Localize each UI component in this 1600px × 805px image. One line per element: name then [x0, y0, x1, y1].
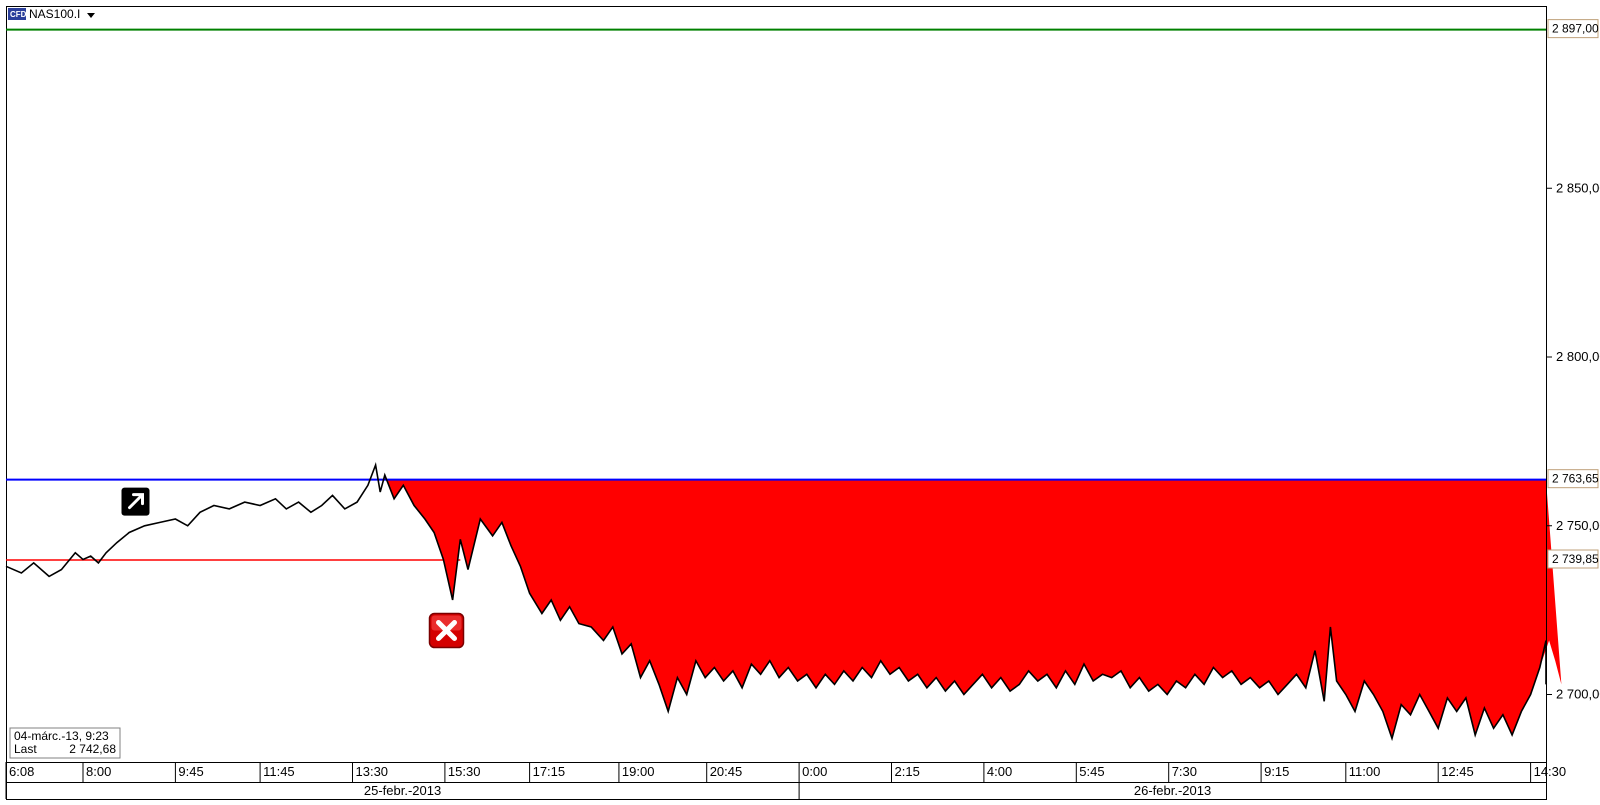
entry-icon — [122, 488, 150, 516]
loss-fill-area — [385, 475, 1562, 738]
x-tick-label: 5:45 — [1079, 764, 1104, 779]
x-tick-label: 0:00 — [802, 764, 827, 779]
x-tick-label: 12:45 — [1441, 764, 1474, 779]
x-tick-label: 15:30 — [448, 764, 481, 779]
x-tick-label: 11:00 — [1349, 764, 1381, 779]
x-date-label: 26-febr.-2013 — [1134, 783, 1211, 798]
chart-container: 2 700,00 2 750,00 2 800,00 2 850,00 2 897,00… — [0, 0, 1600, 805]
x-tick-label: 11:45 — [263, 764, 295, 779]
ticker-label: NAS100.I — [29, 7, 80, 21]
blue-level-marker-label: 2 763,65 — [1552, 472, 1599, 486]
y-tick-label: 2 700,00 — [1556, 687, 1600, 702]
status-box: 04-márc.-13, 9:23Last 2 742,68 — [10, 728, 120, 758]
ticker-selector[interactable]: CFDNAS100.I — [8, 7, 95, 21]
chevron-down-icon[interactable] — [87, 13, 95, 18]
y-tick-label: 2 750,00 — [1556, 518, 1600, 533]
x-date-label: 25-febr.-2013 — [364, 783, 441, 798]
x-tick-label: 19:00 — [622, 764, 655, 779]
chart-svg[interactable]: 2 700,00 2 750,00 2 800,00 2 850,00 2 897,00… — [0, 0, 1600, 805]
x-tick-label: 14:30 — [1534, 764, 1567, 779]
x-axis-date-row — [7, 783, 1547, 800]
exit-icon — [430, 614, 464, 648]
x-tick-label: 17:15 — [533, 764, 566, 779]
x-axis-time-row — [7, 763, 1547, 783]
svg-text:CFD: CFD — [10, 10, 27, 19]
x-tick-label: 20:45 — [710, 764, 743, 779]
x-tick-label: 9:45 — [178, 764, 203, 779]
x-tick-label: 8:00 — [86, 764, 111, 779]
status-timestamp: 04-márc.-13, 9:23 — [14, 729, 109, 743]
y-tick-label: 2 850,00 — [1556, 180, 1600, 195]
status-last-value: 2 742,68 — [69, 742, 116, 756]
red-level-marker-label: 2 739,85 — [1552, 552, 1599, 566]
x-tick-label: 13:30 — [356, 764, 389, 779]
x-tick-label: 7:30 — [1172, 764, 1197, 779]
x-tick-label: 6:08 — [9, 764, 34, 779]
x-tick-label: 4:00 — [987, 764, 1012, 779]
x-tick-label: 9:15 — [1264, 764, 1289, 779]
green-level-marker-label: 2 897,00 — [1552, 22, 1599, 36]
status-last-label: Last — [14, 742, 37, 756]
y-tick-label: 2 800,00 — [1556, 349, 1600, 364]
x-tick-label: 2:15 — [895, 764, 920, 779]
